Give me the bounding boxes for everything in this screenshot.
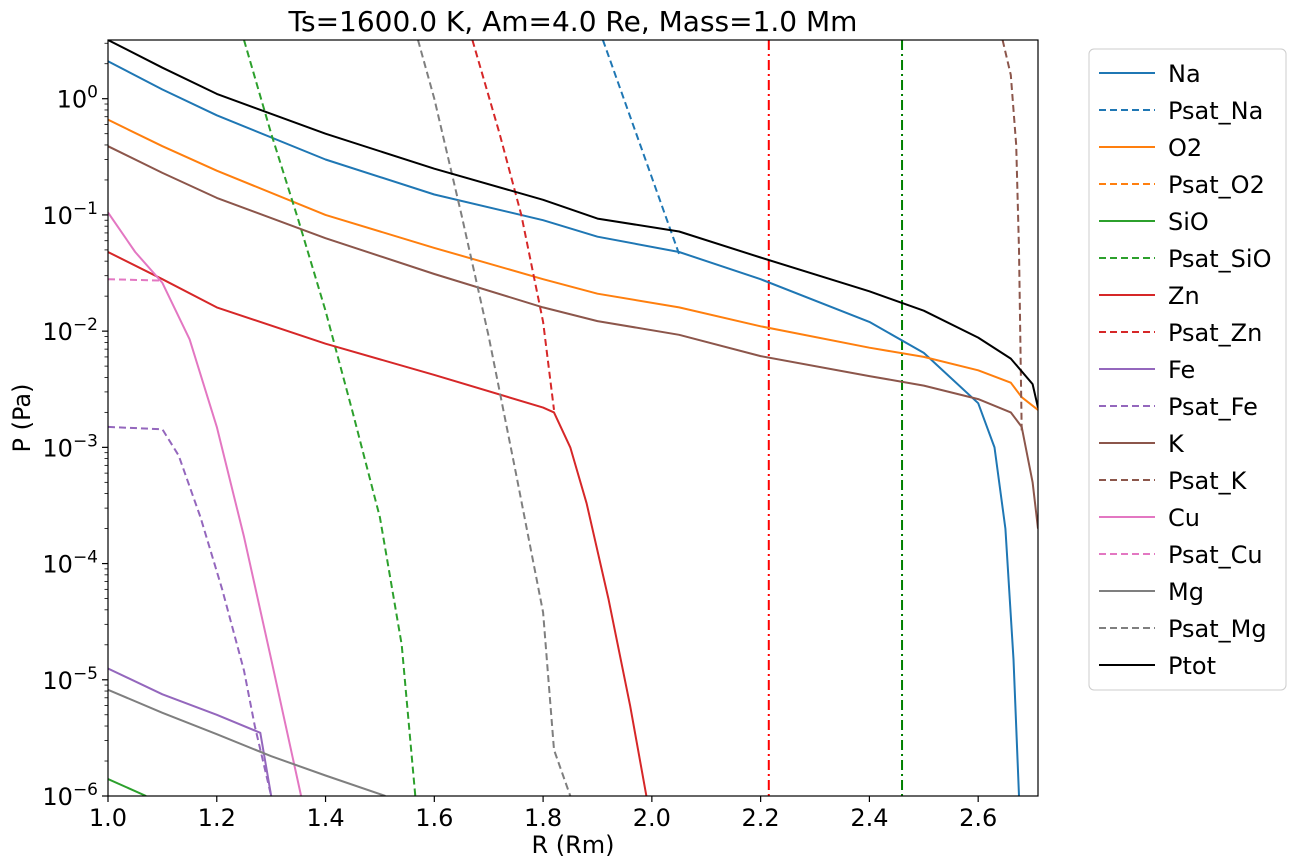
x-tick-label: 2.0 [633, 804, 671, 832]
legend-label-psat-na: Psat_Na [1168, 97, 1263, 125]
legend-label-k: K [1168, 430, 1185, 458]
y-tick-label: 10−1 [42, 199, 98, 230]
legend-label-psat-sio: Psat_SiO [1168, 245, 1271, 273]
series-line-k [108, 145, 1038, 529]
legend-label-psat-k: Psat_K [1168, 467, 1248, 495]
series-line-psat-k [1001, 40, 1023, 431]
legend-label-o2: O2 [1168, 134, 1202, 162]
legend-label-psat-o2: Psat_O2 [1168, 171, 1265, 199]
series-line-psat-mg [417, 40, 572, 796]
x-tick-label: 1.4 [306, 804, 344, 832]
x-axis: 1.0 1.2 1.4 1.6 1.8 2.0 2.2 2.4 2.6 [89, 796, 997, 832]
y-tick-label: 10−5 [42, 664, 98, 695]
y-tick-label: 100 [57, 83, 98, 114]
plot-frame [107, 39, 1039, 797]
plot-area [108, 40, 1038, 796]
x-tick-label: 1.8 [524, 804, 562, 832]
series-line-na [108, 60, 1020, 796]
series-line-zn [108, 251, 648, 796]
x-tick-label: 1.6 [415, 804, 453, 832]
chart-title: Ts=1600.0 K, Am=4.0 Re, Mass=1.0 Mm [288, 5, 858, 38]
x-tick-label: 2.2 [742, 804, 780, 832]
y-tick-label: 10−6 [42, 780, 98, 811]
series-line-ptot [108, 40, 1038, 408]
legend-label-psat-fe: Psat_Fe [1168, 393, 1258, 421]
y-tick-label: 10−3 [42, 431, 98, 462]
series-line-psat-cu [108, 278, 163, 282]
legend-label-ptot: Ptot [1168, 652, 1216, 680]
legend: Na Psat_Na O2 Psat_O2 SiO Psat_SiO Zn Psat_Zn Fe… [1088, 48, 1287, 691]
y-axis-label: P (Pa) [8, 384, 36, 453]
legend-label-psat-mg: Psat_Mg [1168, 615, 1267, 643]
series-line-psat-na [601, 40, 681, 255]
legend-label-fe: Fe [1168, 356, 1195, 384]
y-tick-label: 10−4 [42, 548, 98, 579]
x-tick-label: 1.2 [198, 804, 236, 832]
legend-label-mg: Mg [1168, 578, 1204, 606]
series-line-psat-fe [108, 425, 273, 796]
x-tick-label: 2.6 [959, 804, 997, 832]
series-line-psat-sio [243, 40, 417, 796]
series-line-sio [108, 778, 147, 796]
legend-label-psat-cu: Psat_Cu [1168, 541, 1263, 569]
y-tick-label: 10−2 [42, 315, 98, 346]
series-line-o2 [108, 118, 1038, 411]
legend-label-na: Na [1168, 60, 1201, 88]
x-tick-label: 1.0 [89, 804, 127, 832]
x-axis-label: R (Rm) [531, 831, 614, 859]
legend-label-zn: Zn [1168, 282, 1200, 310]
legend-label-sio: SiO [1168, 208, 1209, 236]
series-line-psat-zn [471, 40, 555, 411]
series-line-cu [108, 211, 303, 796]
y-axis: 10−6 10−5 10−4 10−3 10−2 10−1 100 [42, 42, 108, 811]
legend-frame [1088, 48, 1287, 691]
legend-label-cu: Cu [1168, 504, 1200, 532]
x-tick-label: 2.4 [850, 804, 888, 832]
series-line-mg [108, 688, 386, 796]
legend-label-psat-zn: Psat_Zn [1168, 319, 1262, 347]
